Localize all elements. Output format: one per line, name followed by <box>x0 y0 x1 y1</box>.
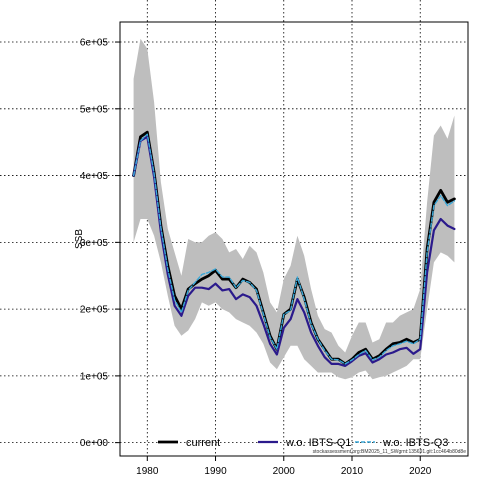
x-tick-label: 2020 <box>409 466 432 477</box>
series-wo-ibts-q3-line <box>132 133 456 365</box>
plot-frame <box>119 21 469 457</box>
y-tick-label: 2e+05 <box>80 305 109 316</box>
x-axis: 1980 1990 2000 2010 2020 <box>136 456 432 477</box>
legend-label: w.o. IBTS-Q3 <box>382 437 448 449</box>
series-wo-ibts-q1-line <box>132 135 456 367</box>
x-tick-label: 2000 <box>273 466 296 477</box>
y-tick-label: 1e+05 <box>80 371 109 382</box>
grid-lines <box>0 0 468 456</box>
x-tick-label: 1990 <box>204 466 227 477</box>
y-tick-label: 5e+05 <box>80 104 109 115</box>
y-tick-label: 4e+05 <box>80 171 109 182</box>
confidence-band <box>133 38 455 380</box>
y-tick-label: 6e+05 <box>80 38 109 49</box>
legend: current w.o. IBTS-Q1 w.o. IBTS-Q3 <box>158 437 448 449</box>
y-tick-label: 0e+00 <box>80 438 109 449</box>
y-axis: 0e+00 1e+05 2e+05 3e+05 4e+05 5e+05 6e+05 <box>80 38 120 449</box>
legend-label: current <box>186 437 220 449</box>
series-lines <box>132 130 456 367</box>
y-tick-label: 3e+05 <box>80 238 109 249</box>
x-tick-label: 2010 <box>341 466 364 477</box>
x-tick-label: 1980 <box>136 466 159 477</box>
legend-label: w.o. IBTS-Q1 <box>285 437 351 449</box>
footer-source: stockassessment.org:BM2025_11_SWgrnt:135… <box>313 449 467 455</box>
y-axis-label: SSB <box>74 229 85 249</box>
